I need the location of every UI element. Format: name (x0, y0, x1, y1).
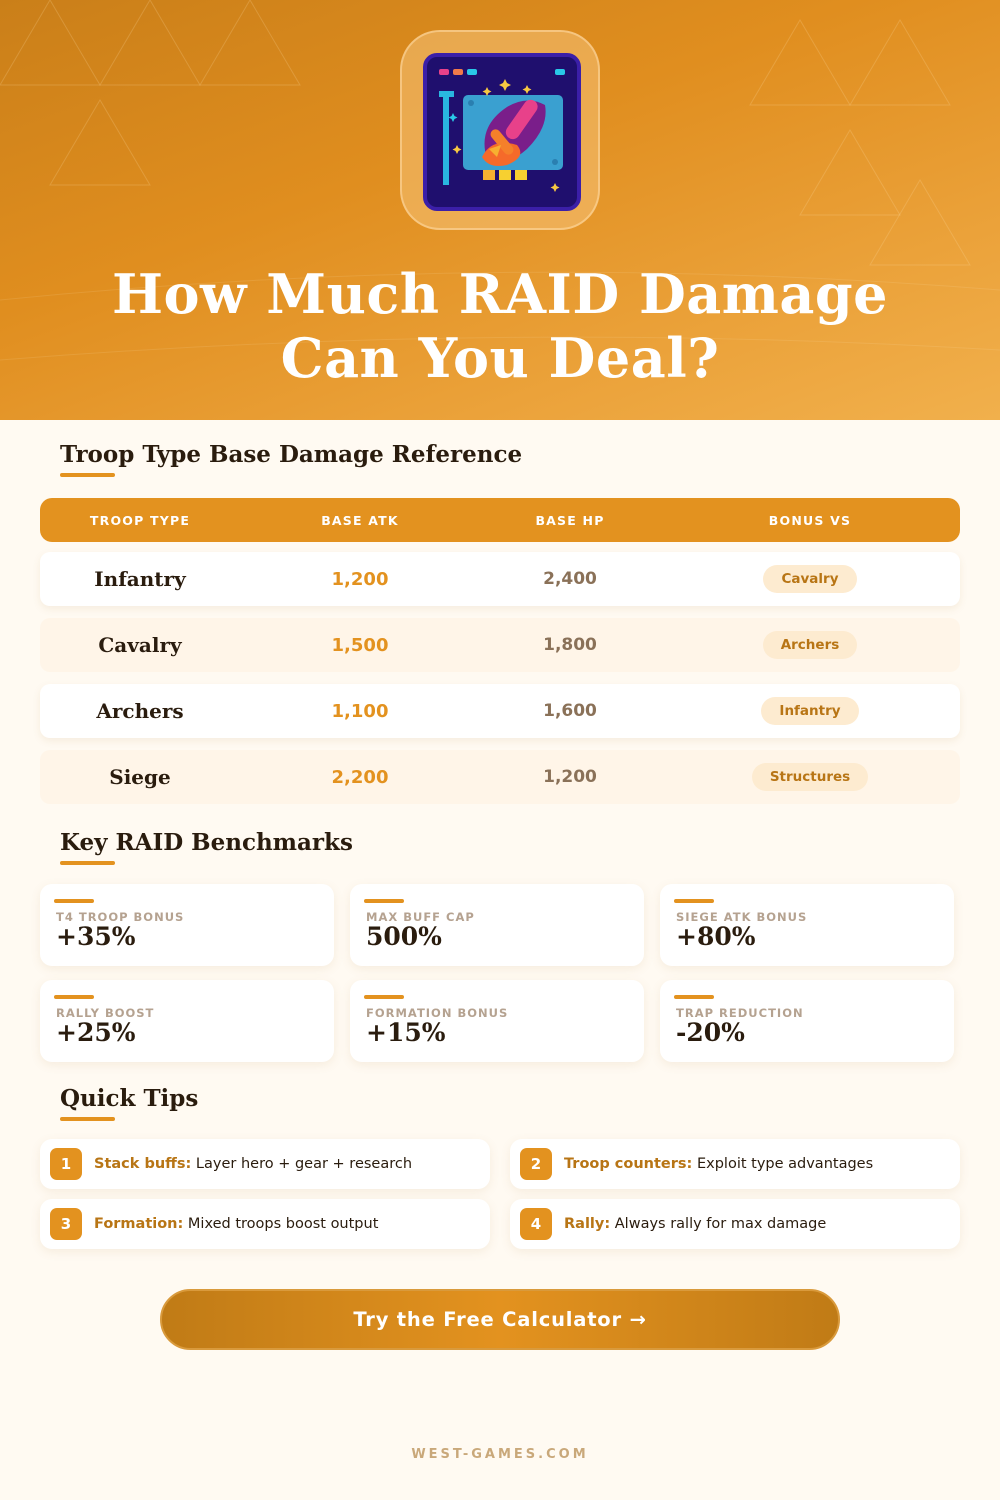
tip-description: Layer hero + gear + research (191, 1156, 413, 1172)
tip-title: Stack buffs: (94, 1156, 192, 1172)
benchmark-card: MAX BUFF CAP 500% (350, 884, 644, 966)
card-accent-bar (674, 899, 714, 903)
tips-section-heading: Quick Tips (60, 1085, 199, 1112)
app-logo-frame (400, 30, 600, 230)
raid-sword-game-card-icon (423, 53, 581, 211)
heading-underline (60, 473, 115, 477)
benchmark-label: RALLY BOOST (56, 1006, 155, 1020)
table-row: Siege 2,200 1,200 Structures (40, 750, 960, 804)
table-row: Cavalry 1,500 1,800 Archers (40, 618, 960, 672)
tip-text: Stack buffs: Layer hero + gear + researc… (94, 1156, 412, 1172)
tip-number-badge: 1 (50, 1148, 82, 1180)
bonus-vs-badge: Archers (762, 631, 858, 659)
tip-item: 3 Formation: Mixed troops boost output (40, 1199, 490, 1249)
base-hp-value: 2,400 (543, 569, 597, 589)
tip-number-badge: 4 (520, 1208, 552, 1240)
footer-site-link: WEST-GAMES.COM (411, 1447, 589, 1462)
benchmark-label: MAX BUFF CAP (366, 910, 475, 924)
tip-text: Troop counters: Exploit type advantages (564, 1156, 873, 1172)
tip-item: 2 Troop counters: Exploit type advantage… (510, 1139, 960, 1189)
tip-title: Formation: (94, 1216, 184, 1232)
benchmark-card: T4 TROOP BONUS +35% (40, 884, 334, 966)
tip-title: Troop counters: (564, 1156, 693, 1172)
tip-text: Formation: Mixed troops boost output (94, 1216, 378, 1232)
card-accent-bar (54, 995, 94, 999)
troop-table-header: TROOP TYPE BASE ATK BASE HP BONUS VS (40, 498, 960, 542)
tip-description: Always rally for max damage (610, 1216, 827, 1232)
bonus-vs-badge: Infantry (761, 697, 859, 725)
troop-name: Cavalry (98, 633, 182, 657)
card-accent-bar (674, 995, 714, 999)
tip-item: 1 Stack buffs: Layer hero + gear + resea… (40, 1139, 490, 1189)
column-header-base-hp: BASE HP (535, 512, 605, 528)
base-atk-value: 1,100 (331, 700, 389, 722)
tip-number-badge: 3 (50, 1208, 82, 1240)
tip-item: 4 Rally: Always rally for max damage (510, 1199, 960, 1249)
base-hp-value: 1,200 (543, 767, 597, 787)
triangle-pattern-decoration (0, 0, 1000, 361)
benchmark-value: +25% (56, 1018, 136, 1047)
benchmark-value: +80% (676, 922, 756, 951)
troop-name: Infantry (94, 567, 186, 591)
tip-description: Exploit type advantages (692, 1156, 874, 1172)
benchmark-card: SIEGE ATK BONUS +80% (660, 884, 954, 966)
benchmark-label: FORMATION BONUS (366, 1006, 509, 1020)
benchmarks-section-heading: Key RAID Benchmarks (60, 829, 353, 856)
column-header-bonus-vs: BONUS VS (768, 512, 852, 528)
benchmark-value: 500% (366, 922, 442, 951)
troop-name: Siege (109, 765, 171, 789)
tip-text: Rally: Always rally for max damage (564, 1216, 826, 1232)
troop-section-heading: Troop Type Base Damage Reference (60, 441, 523, 468)
benchmark-value: +15% (366, 1018, 446, 1047)
card-accent-bar (364, 899, 404, 903)
heading-underline (60, 1117, 115, 1121)
benchmark-label: TRAP REDUCTION (676, 1006, 804, 1020)
bonus-vs-badge: Structures (751, 763, 869, 791)
title-line-1: How Much RAID Damage (111, 262, 889, 326)
benchmark-label: SIEGE ATK BONUS (676, 910, 808, 924)
page-title: How Much RAID Damage Can You Deal? (0, 262, 1000, 390)
base-hp-value: 1,800 (543, 635, 597, 655)
tip-description: Mixed troops boost output (183, 1216, 379, 1232)
card-accent-bar (364, 995, 404, 999)
benchmark-value: +35% (56, 922, 136, 951)
benchmark-card: RALLY BOOST +25% (40, 980, 334, 1062)
benchmark-card: TRAP REDUCTION -20% (660, 980, 954, 1062)
try-calculator-button[interactable]: Try the Free Calculator → (160, 1289, 840, 1350)
benchmark-label: T4 TROOP BONUS (56, 910, 185, 924)
heading-underline (60, 861, 115, 865)
base-atk-value: 1,500 (331, 634, 389, 656)
tip-title: Rally: (564, 1216, 611, 1232)
benchmark-value: -20% (676, 1018, 745, 1047)
column-header-base-atk: BASE ATK (321, 512, 399, 528)
tip-number-badge: 2 (520, 1148, 552, 1180)
column-header-troop-type: TROOP TYPE (89, 512, 191, 528)
table-row: Archers 1,100 1,600 Infantry (40, 684, 960, 738)
title-line-2: Can You Deal? (280, 326, 720, 390)
table-row: Infantry 1,200 2,400 Cavalry (40, 552, 960, 606)
benchmark-card: FORMATION BONUS +15% (350, 980, 644, 1062)
hero-banner: How Much RAID Damage Can You Deal? (0, 0, 1000, 420)
card-accent-bar (54, 899, 94, 903)
base-atk-value: 1,200 (331, 568, 389, 590)
base-atk-value: 2,200 (331, 766, 389, 788)
base-hp-value: 1,600 (543, 701, 597, 721)
troop-name: Archers (96, 699, 184, 723)
bonus-vs-badge: Cavalry (763, 565, 857, 593)
